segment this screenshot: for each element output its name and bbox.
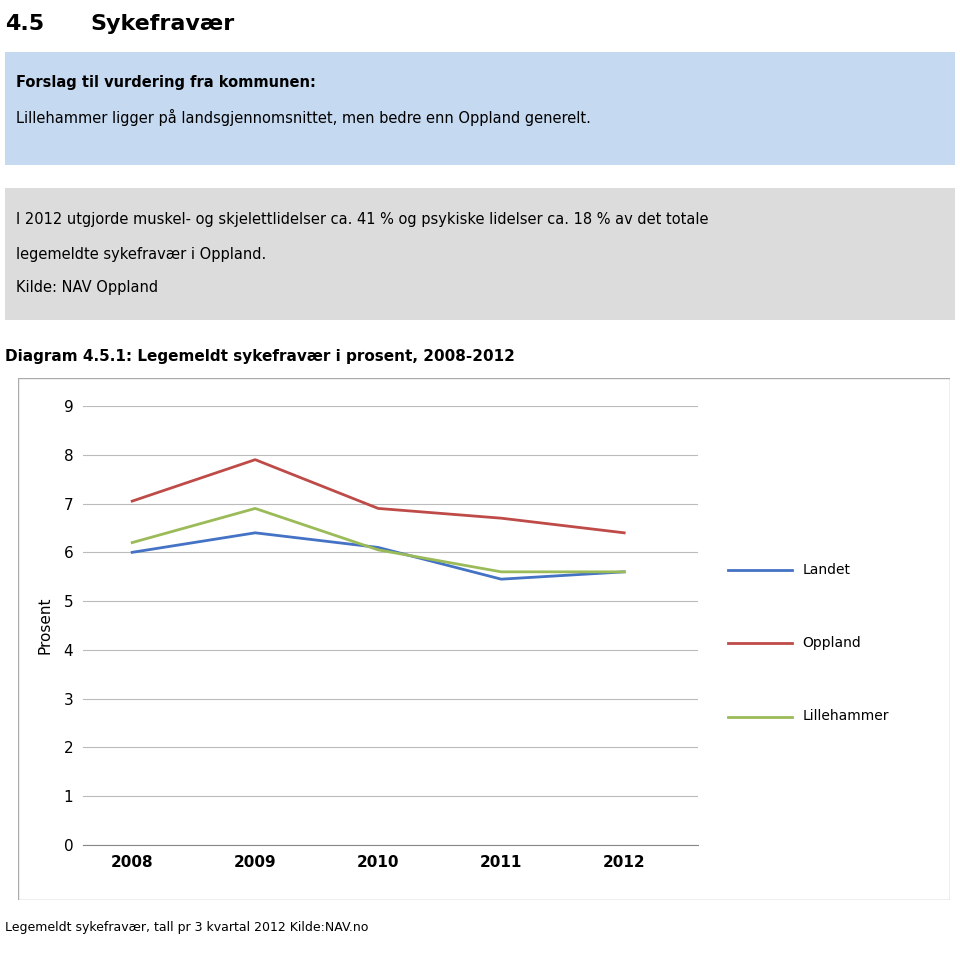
Text: Oppland: Oppland [803, 636, 861, 650]
Text: Lillehammer ligger på landsgjennomsnittet, men bedre enn Oppland generelt.: Lillehammer ligger på landsgjennomsnitte… [16, 108, 591, 126]
Text: Landet: Landet [803, 563, 851, 576]
Text: Diagram 4.5.1: Legemeldt sykefravær i prosent, 2008-2012: Diagram 4.5.1: Legemeldt sykefravær i pr… [5, 348, 515, 363]
Text: Kilde: NAV Oppland: Kilde: NAV Oppland [16, 280, 158, 295]
Y-axis label: Prosent: Prosent [37, 596, 53, 654]
Text: legemeldte sykefravær i Oppland.: legemeldte sykefravær i Oppland. [16, 247, 267, 263]
Text: Sykefravær: Sykefravær [90, 13, 235, 34]
Text: 4.5: 4.5 [5, 13, 44, 34]
Text: Lillehammer: Lillehammer [803, 710, 889, 723]
Text: I 2012 utgjorde muskel- og skjelettlidelser ca. 41 % og psykiske lidelser ca. 18: I 2012 utgjorde muskel- og skjelettlidel… [16, 212, 708, 226]
Text: Legemeldt sykefravær, tall pr 3 kvartal 2012 Kilde:NAV.no: Legemeldt sykefravær, tall pr 3 kvartal … [5, 921, 369, 934]
Text: Forslag til vurdering fra kommunen:: Forslag til vurdering fra kommunen: [16, 75, 316, 89]
